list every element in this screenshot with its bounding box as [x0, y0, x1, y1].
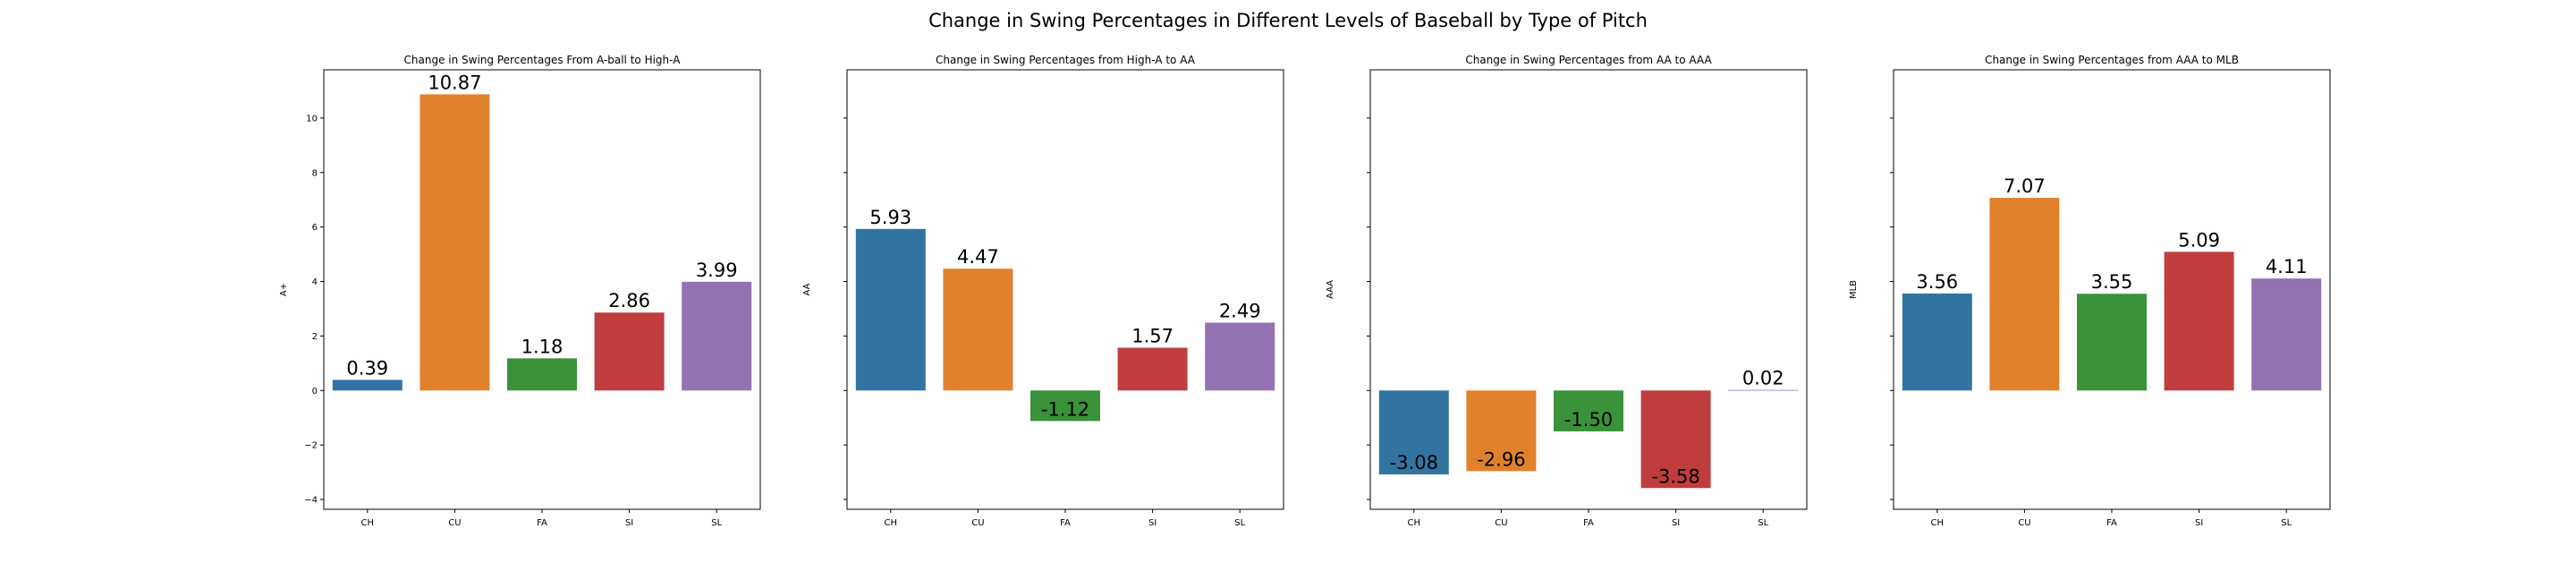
y-axis-label: AA: [802, 283, 812, 295]
bar-si: [2164, 252, 2234, 391]
bar-sl: [682, 281, 752, 391]
x-tick-label: CH: [1931, 518, 1945, 528]
y-tick-label: 2: [312, 332, 318, 342]
x-tick-label: CH: [361, 518, 375, 528]
y-tick-label: 0: [312, 387, 318, 397]
axes-frame: [1369, 69, 1808, 510]
x-tick-label: CU: [971, 518, 984, 528]
y-axis-label: MLB: [1849, 280, 1859, 299]
y-axis-label: A+: [279, 283, 289, 296]
data-label: 4.47: [957, 246, 999, 268]
bar-ch: [855, 228, 926, 391]
x-tick-label: SI: [1672, 518, 1680, 528]
subplot-1: Change in Swing Percentages From A-ball …: [279, 54, 761, 528]
x-tick-label: CH: [1408, 518, 1421, 528]
bar-si: [1640, 390, 1711, 489]
bar-sl: [1205, 322, 1275, 391]
y-tick-label: 10: [306, 114, 318, 124]
bar-ch: [332, 380, 402, 391]
subplot-title: Change in Swing Percentages from AA to A…: [1465, 54, 1712, 66]
data-label: -1.12: [1041, 398, 1089, 420]
bar-cu: [1466, 390, 1537, 472]
x-tick-label: SI: [1148, 518, 1157, 528]
x-tick-label: CU: [448, 518, 461, 528]
axes-frame: [846, 69, 1284, 510]
data-label: 7.07: [2004, 175, 2046, 197]
bar-fa: [2077, 294, 2147, 391]
x-tick-label: SL: [1234, 518, 1245, 528]
bar-si: [594, 312, 665, 391]
data-label: 3.99: [696, 260, 738, 281]
subplot-title: Change in Swing Percentages From A-ball …: [404, 54, 682, 66]
bar-cu: [943, 269, 1013, 391]
subplot-title: Change in Swing Percentages from AAA to …: [1985, 54, 2239, 66]
bar-cu: [1989, 198, 2060, 391]
data-label: 1.18: [521, 336, 564, 357]
axes-frame: [323, 69, 761, 510]
bar-sl: [2251, 278, 2322, 391]
x-tick-label: CU: [2018, 518, 2030, 528]
y-axis-label: AAA: [1326, 280, 1335, 299]
y-tick-label: 6: [312, 223, 318, 233]
bar-si: [1117, 347, 1188, 391]
y-tick-label: −4: [304, 496, 318, 506]
data-label: 3.56: [1916, 271, 1958, 293]
axes-frame: [1893, 69, 2331, 510]
data-label: 0.02: [1742, 368, 1784, 389]
y-tick-label: −2: [304, 441, 318, 451]
data-label: 10.87: [428, 72, 481, 93]
x-tick-label: CU: [1495, 518, 1507, 528]
data-label: 3.55: [2091, 271, 2133, 293]
data-label: 0.39: [346, 357, 388, 379]
data-label: 5.09: [2178, 229, 2220, 251]
subplot-2: Change in Swing Percentages from High-A …: [802, 54, 1284, 528]
data-label: -3.58: [1651, 465, 1699, 487]
x-tick-label: FA: [1060, 518, 1071, 528]
x-tick-label: FA: [537, 518, 547, 528]
data-label: 5.93: [869, 207, 911, 228]
data-label: -1.50: [1564, 409, 1613, 431]
x-tick-label: SL: [711, 518, 722, 528]
figure-suptitle: Change in Swing Percentages in Different…: [928, 10, 1648, 31]
data-label: -2.96: [1477, 448, 1525, 470]
data-label: 1.57: [1131, 325, 1174, 346]
subplot-4: Change in Swing Percentages from AAA to …: [1849, 54, 2331, 528]
data-label: 2.86: [608, 290, 650, 311]
bar-sl: [1728, 389, 1799, 391]
bar-fa: [1030, 390, 1100, 422]
data-label: 4.11: [2266, 256, 2308, 277]
subplot-title: Change in Swing Percentages from High-A …: [936, 54, 1196, 66]
x-tick-label: FA: [1583, 518, 1594, 528]
x-tick-label: FA: [2106, 518, 2117, 528]
x-tick-label: SI: [2195, 518, 2203, 528]
subplot-3: Change in Swing Percentages from AA to A…: [1326, 54, 1808, 528]
bar-fa: [507, 358, 577, 391]
bar-cu: [419, 94, 490, 391]
y-tick-label: 4: [312, 277, 318, 287]
x-tick-label: SL: [1758, 518, 1768, 528]
y-tick-label: 8: [312, 168, 318, 178]
data-label: 2.49: [1219, 300, 1261, 321]
bar-fa: [1554, 390, 1623, 431]
subplot-panels: Change in Swing Percentages From A-ball …: [279, 54, 2331, 528]
x-tick-label: CH: [885, 518, 898, 528]
x-tick-label: SL: [2281, 518, 2292, 528]
bar-ch: [1902, 293, 1972, 391]
bar-ch: [1378, 390, 1449, 475]
x-tick-label: SI: [625, 518, 633, 528]
data-label: -3.08: [1390, 452, 1438, 473]
